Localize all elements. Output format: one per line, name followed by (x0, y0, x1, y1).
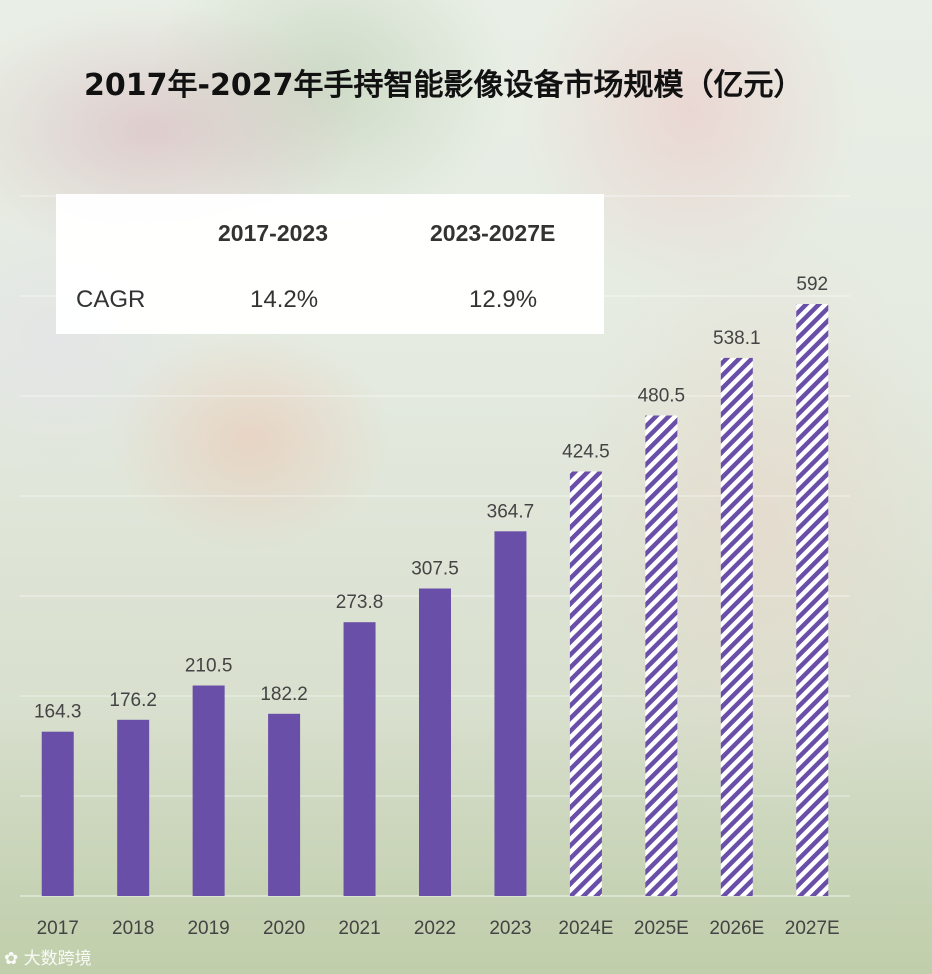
x-tick-label-2025E: 2025E (634, 918, 689, 939)
x-tick-label-2022: 2022 (414, 918, 456, 939)
x-tick-label-2017: 2017 (37, 918, 79, 939)
watermark-icon: ✿ (4, 949, 19, 969)
x-tick-label-2024E: 2024E (558, 918, 613, 939)
x-tick-label-2026E: 2026E (709, 918, 764, 939)
chart-title: 2017年-2027年手持智能影像设备市场规模（亿元） (84, 68, 804, 103)
bar-forecast-2026E (720, 357, 753, 896)
cagr-header-2017-2023: 2017-2023 (218, 220, 328, 246)
watermark-text: 大数跨境 (23, 949, 92, 969)
background-ground (0, 714, 932, 974)
cagr-table: 2017-2023 2023-2027E CAGR 14.2% 12.9% (56, 194, 604, 334)
data-label-2021: 273.8 (336, 592, 384, 613)
data-label-2024E: 424.5 (562, 442, 610, 463)
bar-2017 (41, 731, 74, 896)
x-tick-label-2023: 2023 (489, 918, 531, 939)
cagr-value-2023-2027e: 12.9% (469, 286, 538, 313)
bar-2021 (343, 622, 376, 896)
data-label-2023: 364.7 (487, 501, 535, 522)
data-label-2025E: 480.5 (638, 386, 686, 407)
cagr-value-2017-2023: 14.2% (250, 286, 319, 313)
data-label-2019: 210.5 (185, 656, 233, 677)
bar-2023 (494, 531, 527, 896)
x-tick-label-2019: 2019 (187, 918, 229, 939)
bar-2018 (117, 719, 150, 896)
data-label-2020: 182.2 (260, 684, 308, 705)
bar-forecast-2027E (796, 304, 829, 896)
x-tick-label-2021: 2021 (338, 918, 380, 939)
x-tick-label-2018: 2018 (112, 918, 154, 939)
cagr-header-2023-2027e: 2023-2027E (430, 220, 556, 246)
data-label-2027E: 592 (796, 274, 828, 295)
data-label-2022: 307.5 (411, 559, 459, 580)
x-tick-label-2020: 2020 (263, 918, 305, 939)
watermark-logo: ✿ 大数跨境 (4, 944, 92, 969)
bar-forecast-2025E (645, 415, 678, 896)
data-label-2018: 176.2 (109, 690, 157, 711)
bar-2019 (192, 685, 225, 896)
x-tick-label-2027E: 2027E (785, 918, 840, 939)
bar-forecast-2024E (569, 471, 602, 896)
cagr-row-label: CAGR (76, 286, 146, 313)
data-label-2026E: 538.1 (713, 328, 761, 349)
bar-2020 (268, 713, 301, 896)
bar-2022 (419, 588, 451, 896)
data-label-2017: 164.3 (34, 702, 82, 723)
